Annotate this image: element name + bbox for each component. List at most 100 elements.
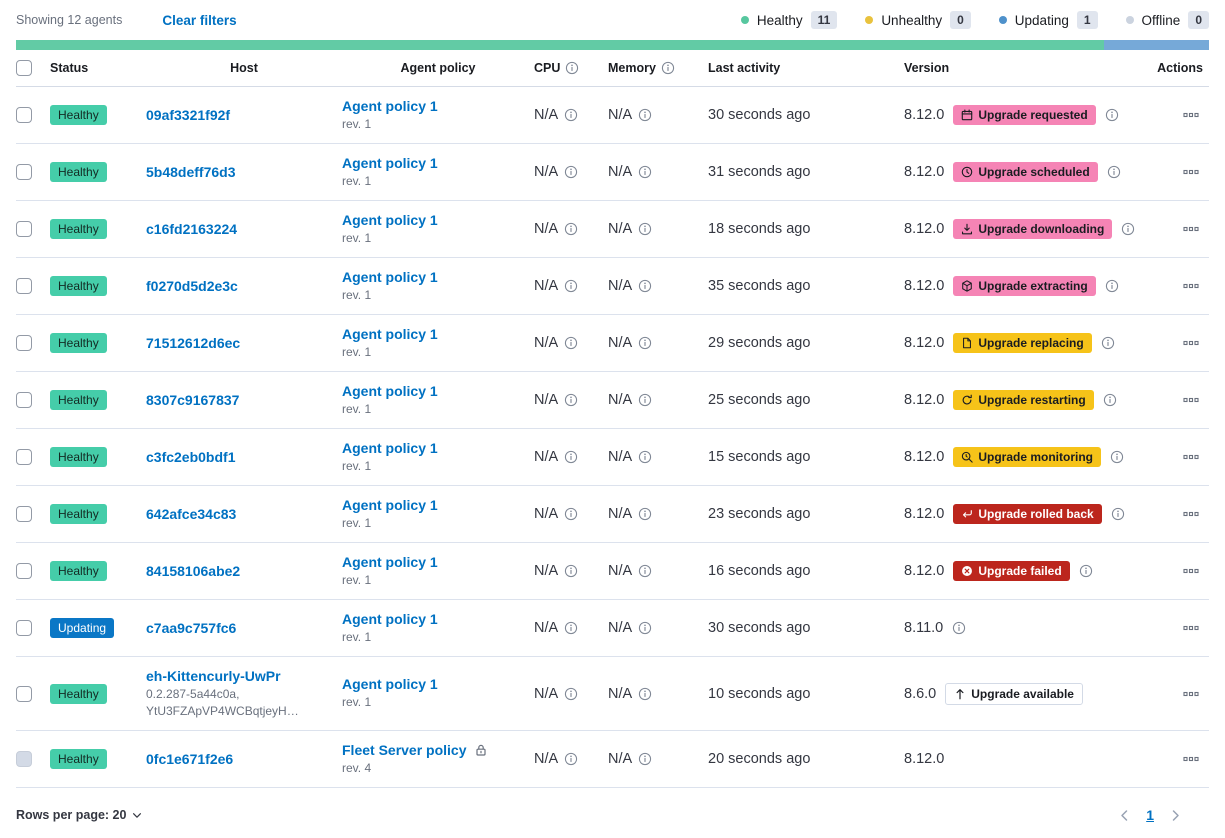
row-actions-button[interactable] [1179,331,1203,355]
upgrade-status-badge: Upgrade scheduled [953,162,1098,182]
previous-page-button[interactable] [1117,808,1132,823]
upgrade-info-icon[interactable] [1101,336,1115,350]
info-icon[interactable] [638,108,652,122]
info-icon[interactable] [638,507,652,521]
upgrade-info-icon[interactable] [1110,450,1124,464]
row-checkbox[interactable] [16,392,32,408]
clear-filters-button[interactable]: Clear filters [162,12,237,28]
last-activity-value: 29 seconds ago [708,335,811,351]
row-actions-button[interactable] [1179,559,1203,583]
policy-link[interactable]: Agent policy 1 [342,676,438,693]
row-actions-button[interactable] [1179,502,1203,526]
row-actions-button[interactable] [1179,747,1203,771]
upgrade-info-icon[interactable] [1105,108,1119,122]
info-icon[interactable] [564,393,578,407]
row-checkbox[interactable] [16,221,32,237]
row-checkbox[interactable] [16,685,32,702]
arrow-up-icon [954,688,966,700]
upgrade-info-icon[interactable] [1079,564,1093,578]
upgrade-info-icon[interactable] [1105,279,1119,293]
info-icon[interactable] [564,752,578,766]
version-value: 8.12.0 [904,107,945,123]
policy-link[interactable]: Agent policy 1 [342,382,438,399]
info-icon[interactable] [638,564,652,578]
policy-revision: rev. 1 [342,572,372,587]
upgrade-info-icon[interactable] [952,621,966,635]
row-checkbox[interactable] [16,620,32,636]
info-icon[interactable] [564,222,578,236]
row-checkbox[interactable] [16,107,32,123]
host-link[interactable]: c16fd2163224 [146,221,238,237]
row-checkbox[interactable] [16,278,32,294]
status-badge: Healthy [50,504,107,524]
policy-link[interactable]: Agent policy 1 [342,496,438,513]
cpu-value: N/A [534,107,559,123]
memory-info-icon[interactable] [661,61,675,75]
policy-link[interactable]: Fleet Server policy [342,741,467,758]
policy-link[interactable]: Agent policy 1 [342,439,438,456]
info-icon[interactable] [638,279,652,293]
host-link[interactable]: 71512612d6ec [146,335,241,351]
policy-link[interactable]: Agent policy 1 [342,553,438,570]
row-actions-button[interactable] [1179,388,1203,412]
host-link[interactable]: 84158106abe2 [146,563,241,579]
row-checkbox[interactable] [16,449,32,465]
host-link[interactable]: 642afce34c83 [146,506,237,522]
row-checkbox[interactable] [16,164,32,180]
info-icon[interactable] [564,108,578,122]
policy-link[interactable]: Agent policy 1 [342,268,438,285]
upgrade-info-icon[interactable] [1107,165,1121,179]
info-icon[interactable] [638,752,652,766]
row-actions-button[interactable] [1179,445,1203,469]
info-icon[interactable] [564,450,578,464]
info-icon[interactable] [564,279,578,293]
memory-value: N/A [608,751,633,767]
healthy-count-badge: 11 [810,11,838,29]
policy-link[interactable]: Agent policy 1 [342,211,438,228]
info-icon[interactable] [638,336,652,350]
row-checkbox[interactable] [16,563,32,579]
host-link[interactable]: 09af3321f92f [146,107,231,123]
info-icon[interactable] [564,564,578,578]
row-checkbox[interactable] [16,335,32,351]
info-icon[interactable] [638,165,652,179]
row-actions-button[interactable] [1179,103,1203,127]
info-icon[interactable] [564,165,578,179]
info-icon[interactable] [638,621,652,635]
row-actions-button[interactable] [1179,616,1203,640]
host-link[interactable]: c7aa9c757fc6 [146,620,237,636]
upgrade-info-icon[interactable] [1103,393,1117,407]
page-number-button[interactable]: 1 [1146,807,1154,823]
host-link[interactable]: 0fc1e671f2e6 [146,751,234,767]
row-checkbox[interactable] [16,506,32,522]
next-page-button[interactable] [1168,808,1183,823]
info-icon[interactable] [564,336,578,350]
info-icon[interactable] [638,222,652,236]
host-link[interactable]: 8307c9167837 [146,392,240,408]
host-link[interactable]: 5b48deff76d3 [146,164,236,180]
info-icon[interactable] [564,621,578,635]
rows-per-page-selector[interactable]: Rows per page: 20 [16,808,143,822]
select-all-checkbox[interactable] [16,60,32,76]
host-link[interactable]: eh-Kittencurly-UwPr [146,667,281,684]
info-icon[interactable] [638,687,652,701]
policy-link[interactable]: Agent policy 1 [342,97,438,114]
info-icon[interactable] [564,687,578,701]
policy-link[interactable]: Agent policy 1 [342,610,438,627]
row-actions-button[interactable] [1179,217,1203,241]
policy-link[interactable]: Agent policy 1 [342,154,438,171]
row-actions-button[interactable] [1179,274,1203,298]
last-activity-value: 30 seconds ago [708,107,811,123]
info-icon[interactable] [638,393,652,407]
cpu-info-icon[interactable] [565,61,579,75]
upgrade-info-icon[interactable] [1111,507,1125,521]
row-actions-button[interactable] [1179,682,1203,706]
row-actions-button[interactable] [1179,160,1203,184]
last-activity-value: 10 seconds ago [708,685,811,702]
info-icon[interactable] [564,507,578,521]
agent-list-toolbar: Showing 12 agents Clear filters Healthy … [16,0,1209,40]
host-link[interactable]: c3fc2eb0bdf1 [146,449,236,465]
policy-link[interactable]: Agent policy 1 [342,325,438,342]
info-icon[interactable] [638,450,652,464]
host-link[interactable]: f0270d5d2e3c [146,278,238,294]
